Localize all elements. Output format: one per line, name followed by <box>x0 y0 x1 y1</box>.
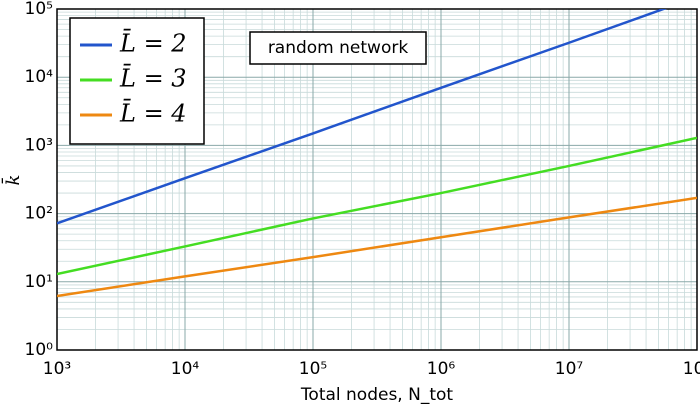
y-tick-label: 10⁵ <box>25 0 53 19</box>
x-tick-label: 10⁶ <box>427 359 456 379</box>
y-axis-label: k̄ <box>0 175 24 186</box>
y-tick-label: 10⁴ <box>25 67 54 87</box>
x-axis-label: Total nodes, N_tot <box>300 385 453 405</box>
annotation-box <box>249 31 427 65</box>
x-tick-label: 10⁷ <box>555 359 584 379</box>
series-line <box>57 136 697 276</box>
plot-frame <box>56 8 698 351</box>
series-line <box>57 9 668 225</box>
y-tick-label: 10² <box>25 204 53 224</box>
y-tick-label: 10¹ <box>25 272 53 292</box>
annotation: random network <box>268 38 409 58</box>
series-line <box>57 196 697 298</box>
plot-area <box>57 9 697 298</box>
y-tick-label: 10³ <box>25 135 53 155</box>
x-tick-label: 10³ <box>43 359 71 379</box>
legend-label: L̄ = 4 <box>119 99 187 127</box>
x-tick-label: 10⁵ <box>299 359 327 379</box>
legend-label: L̄ = 2 <box>119 29 187 57</box>
x-tick-label: 10⁴ <box>171 359 200 379</box>
y-tick-label: 10⁰ <box>25 340 54 360</box>
x-tick-label: 10⁸ <box>683 359 700 379</box>
legend-label: L̄ = 3 <box>119 64 187 92</box>
